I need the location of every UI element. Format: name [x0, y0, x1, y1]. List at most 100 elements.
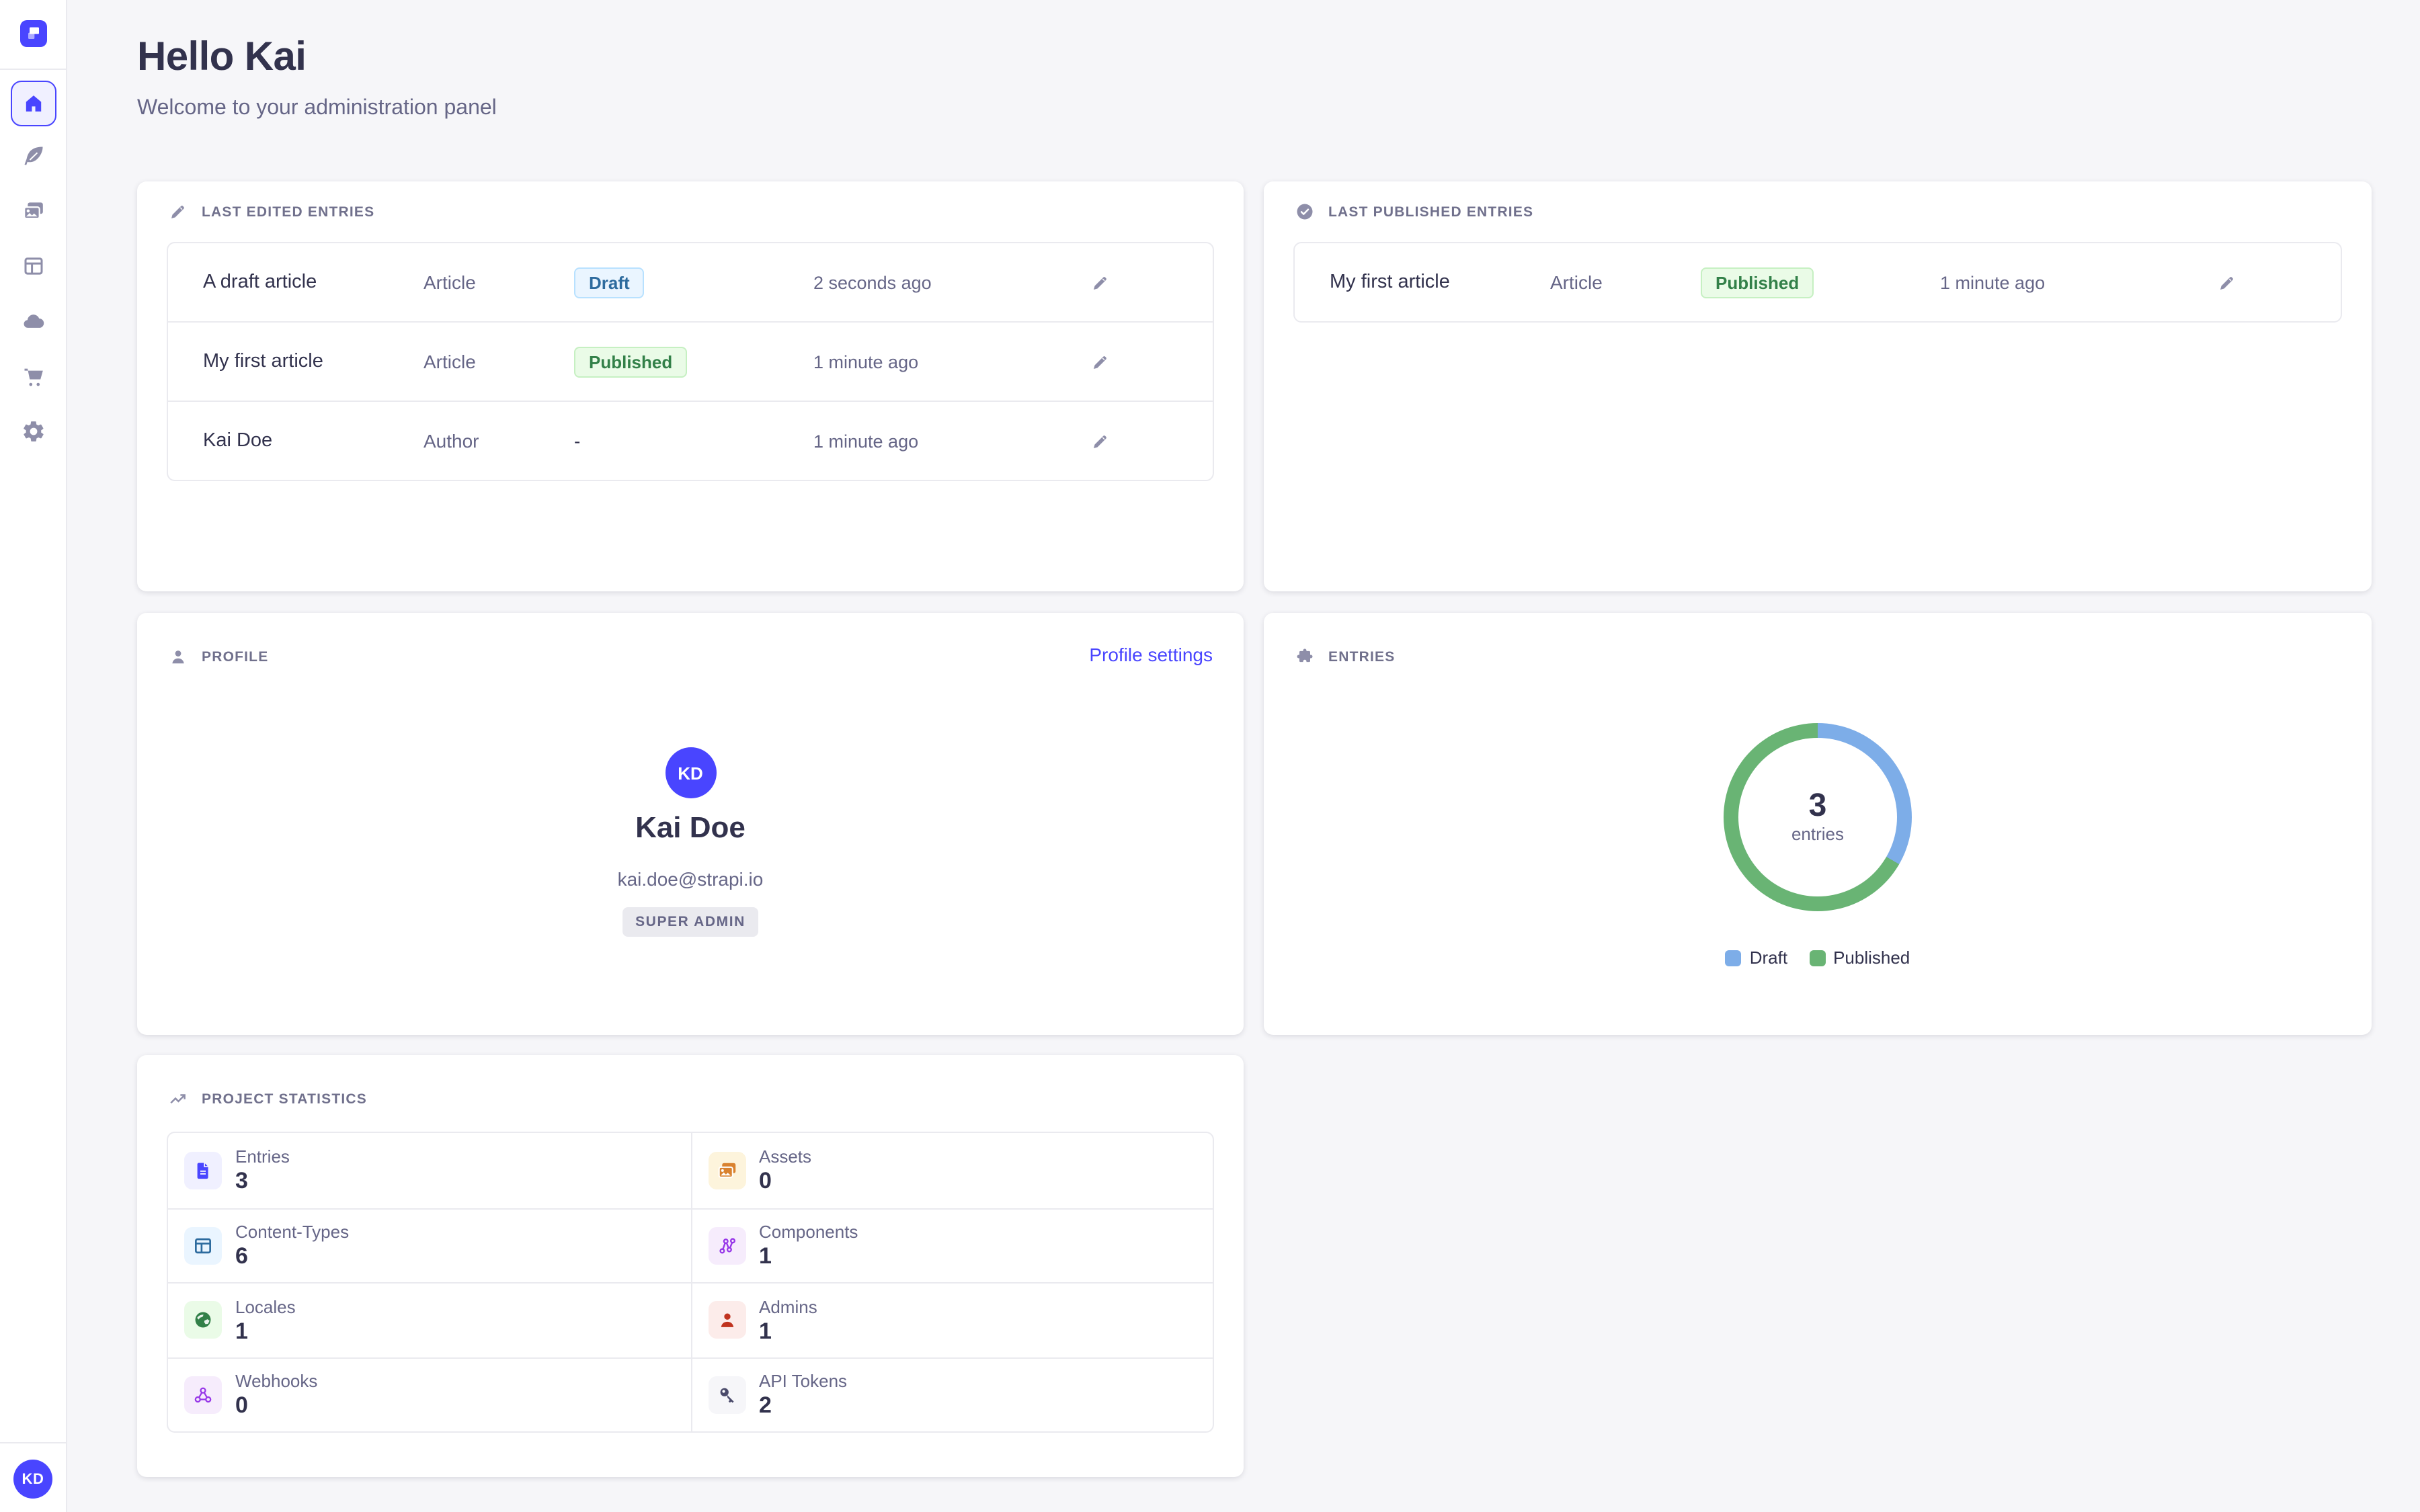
edit-entry-button[interactable] — [1090, 351, 1111, 372]
trend-up-icon — [168, 1089, 188, 1109]
widget-title: PROJECT STATISTICS — [202, 1091, 368, 1107]
stat-value: 1 — [759, 1318, 772, 1344]
entries-donut: 3 entries — [1724, 723, 1912, 911]
widget-project-statistics: PROJECT STATISTICS Entries 3 Assets 0 Cont… — [137, 1055, 1244, 1477]
globe-icon — [184, 1301, 222, 1339]
pencil-icon — [1090, 272, 1111, 292]
sidebar-item-home[interactable] — [11, 81, 56, 126]
strapi-logo-icon — [23, 23, 44, 44]
entry-name: My first article — [1330, 271, 1450, 293]
stat-value: 1 — [759, 1243, 772, 1269]
stat-assets: Assets 0 — [690, 1133, 1213, 1208]
document-icon — [184, 1151, 222, 1189]
stats-grid: Entries 3 Assets 0 Content-Types 6 Componen… — [167, 1132, 1214, 1433]
stat-value: 6 — [235, 1243, 248, 1269]
widget-header: PROJECT STATISTICS — [168, 1089, 367, 1109]
stat-webhooks: Webhooks 0 — [168, 1357, 690, 1431]
image-icon — [708, 1151, 745, 1189]
home-icon — [23, 93, 44, 114]
stat-entries: Entries 3 — [168, 1133, 690, 1208]
widget-title: ENTRIES — [1328, 648, 1396, 665]
cloud-icon — [21, 309, 45, 333]
user-icon — [168, 646, 188, 667]
pencil-icon — [1090, 351, 1111, 372]
stat-locales: Locales 1 — [168, 1282, 690, 1357]
strapi-logo[interactable] — [20, 20, 47, 47]
stat-label: Assets — [759, 1146, 812, 1167]
stat-label: Admins — [759, 1296, 817, 1317]
stat-components: Components 1 — [690, 1208, 1213, 1282]
edit-entry-button[interactable] — [1090, 272, 1111, 292]
edit-entry-button[interactable] — [2217, 272, 2237, 292]
sidebar-item-cloud[interactable] — [21, 309, 45, 333]
entry-time: 2 seconds ago — [813, 272, 932, 292]
stat-label: Locales — [235, 1296, 296, 1317]
gear-icon — [21, 419, 45, 444]
images-icon — [21, 199, 45, 223]
chart-legend: Draft Published — [1264, 948, 2372, 968]
sidebar-divider-top — [0, 69, 66, 70]
sidebar-item-content-type-builder[interactable] — [21, 254, 45, 278]
entry-time: 1 minute ago — [1940, 272, 2046, 292]
table-row: Kai Doe Author - 1 minute ago — [168, 401, 1213, 480]
stat-value: 1 — [235, 1318, 248, 1344]
sidebar: KD — [0, 0, 67, 1512]
puzzle-icon — [1295, 646, 1315, 667]
profile-name: Kai Doe — [635, 810, 745, 844]
entry-name: A draft article — [203, 271, 317, 293]
stat-value: 2 — [759, 1392, 772, 1419]
sidebar-nav — [0, 144, 66, 444]
status-empty: - — [574, 430, 581, 452]
published-swatch — [1809, 950, 1826, 966]
sidebar-user-avatar[interactable]: KD — [13, 1460, 52, 1499]
entry-time: 1 minute ago — [813, 351, 919, 372]
stat-value: 3 — [235, 1168, 248, 1194]
sidebar-item-settings[interactable] — [21, 419, 45, 444]
entry-type: Article — [424, 351, 476, 372]
profile-avatar: KD — [665, 747, 716, 798]
pencil-icon — [2217, 272, 2237, 292]
widget-profile: PROFILE Profile settings KD Kai Doe kai.… — [137, 613, 1244, 1035]
profile-role-badge: SUPER ADMIN — [622, 907, 759, 937]
widget-entries-chart: ENTRIES 3 entries Draft Published — [1264, 613, 2372, 1035]
widget-header: PROFILE — [168, 646, 268, 667]
last-edited-table: A draft article Article Draft 2 seconds … — [167, 242, 1214, 481]
status-badge: Draft — [574, 267, 645, 298]
widget-last-published-entries: LAST PUBLISHED ENTRIES My first article … — [1264, 181, 2372, 591]
widget-title: LAST EDITED ENTRIES — [202, 204, 375, 220]
sidebar-item-content-manager[interactable] — [21, 144, 45, 168]
stat-label: Webhooks — [235, 1371, 318, 1392]
stat-label: Entries — [235, 1146, 290, 1167]
page-title: Hello Kai — [137, 35, 307, 79]
pencil-icon — [1090, 431, 1111, 451]
layout-icon — [21, 254, 45, 278]
nodes-icon — [708, 1226, 745, 1265]
stat-admins: Admins 1 — [690, 1282, 1213, 1357]
webhook-icon — [184, 1376, 222, 1414]
key-icon — [708, 1376, 745, 1414]
cart-icon — [21, 364, 45, 388]
edit-entry-button[interactable] — [1090, 431, 1111, 451]
widget-title: PROFILE — [202, 648, 269, 665]
user-icon — [708, 1301, 745, 1339]
stat-label: Content-Types — [235, 1222, 350, 1243]
entries-total-label: entries — [1791, 824, 1845, 844]
feather-icon — [21, 144, 45, 168]
table-row: My first article Article Published 1 min… — [1295, 243, 2341, 321]
entry-time: 1 minute ago — [813, 431, 919, 451]
profile-settings-link[interactable]: Profile settings — [1089, 644, 1213, 665]
entry-name: Kai Doe — [203, 430, 273, 452]
last-published-table: My first article Article Published 1 min… — [1293, 242, 2342, 323]
legend-item-published: Published — [1809, 948, 1910, 968]
entry-type: Article — [1550, 271, 1603, 293]
stat-label: API Tokens — [759, 1371, 848, 1392]
sidebar-divider-bottom — [0, 1442, 66, 1443]
sidebar-item-marketplace[interactable] — [21, 364, 45, 388]
stat-value: 0 — [759, 1168, 772, 1194]
draft-swatch — [1725, 950, 1742, 966]
stat-value: 0 — [235, 1392, 248, 1419]
legend-label: Draft — [1749, 948, 1788, 968]
table-row: A draft article Article Draft 2 seconds … — [168, 243, 1213, 321]
entries-total: 3 — [1808, 788, 1827, 824]
sidebar-item-media-library[interactable] — [21, 199, 45, 223]
